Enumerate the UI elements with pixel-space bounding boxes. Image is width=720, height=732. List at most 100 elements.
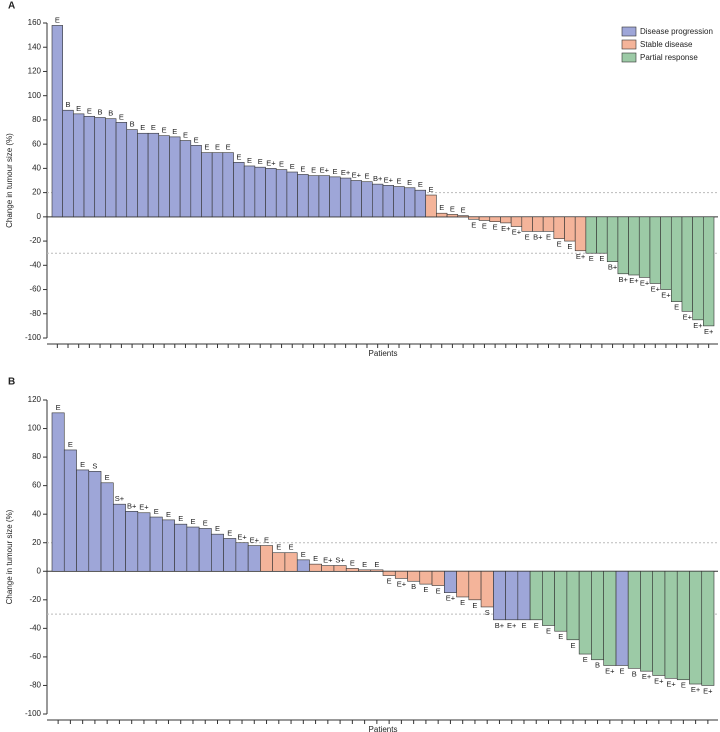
bar xyxy=(382,185,394,218)
bar-label: B+ xyxy=(608,263,618,272)
y-tick-label: 160 xyxy=(28,18,42,27)
bar-label: E xyxy=(558,632,563,641)
y-tick-label: 100 xyxy=(28,91,42,100)
bar xyxy=(275,169,288,218)
bar xyxy=(211,152,224,218)
bar xyxy=(566,570,580,641)
y-tick-label: -100 xyxy=(25,709,42,718)
bar-label: E xyxy=(311,166,316,175)
bar-label: E+ xyxy=(642,672,652,681)
bar-label: E xyxy=(557,240,562,249)
bar xyxy=(272,552,286,572)
bar-label: E xyxy=(461,206,466,215)
bar-label: E xyxy=(227,528,232,537)
bar xyxy=(243,165,256,218)
bar-label: E+ xyxy=(446,594,456,603)
bar-label: E xyxy=(450,204,455,213)
bar-label: E xyxy=(301,550,306,559)
bar-label: E xyxy=(68,440,73,449)
bar xyxy=(578,570,592,655)
bar xyxy=(201,152,213,218)
bar-label: E xyxy=(247,156,252,165)
y-tick-label: -60 xyxy=(29,652,41,661)
bar xyxy=(393,186,405,218)
bar-label: E+ xyxy=(139,503,149,512)
bar xyxy=(542,570,555,626)
bar-label: E xyxy=(583,655,588,664)
y-tick-label: -80 xyxy=(29,681,41,690)
bar xyxy=(260,545,273,572)
bar-label: E xyxy=(460,598,465,607)
bar xyxy=(615,570,629,666)
bar xyxy=(649,216,661,284)
bar xyxy=(370,569,384,572)
bar-label: E+ xyxy=(605,666,615,675)
bar xyxy=(254,166,266,218)
bar-label: E+ xyxy=(576,252,586,261)
bar xyxy=(137,132,149,218)
bar xyxy=(617,216,629,275)
bar xyxy=(670,216,683,302)
bar xyxy=(443,570,457,593)
bar xyxy=(233,162,245,218)
bar xyxy=(456,570,470,598)
bar-label: E+ xyxy=(352,170,362,179)
panel-label: A xyxy=(8,1,15,12)
bar-label: E xyxy=(183,131,188,140)
bar xyxy=(296,559,310,572)
bar xyxy=(115,122,128,218)
bar-label: E xyxy=(546,232,551,241)
bar xyxy=(564,216,576,242)
bar-label: E xyxy=(178,514,183,523)
bar-label: B+ xyxy=(127,501,137,510)
bar xyxy=(628,216,640,276)
bar xyxy=(284,552,298,572)
bar xyxy=(235,542,249,572)
bar xyxy=(591,570,604,661)
bar-label: E+ xyxy=(640,278,650,287)
bar xyxy=(83,115,96,218)
bar xyxy=(431,570,445,586)
bar xyxy=(88,471,102,572)
bar xyxy=(692,216,704,321)
bar-label: E+ xyxy=(250,536,260,545)
legend-label: Stable disease xyxy=(640,40,693,49)
bar-label: E xyxy=(76,104,81,113)
y-tick-label: 20 xyxy=(32,538,41,547)
bar-label: E xyxy=(332,167,337,176)
bar-label: E xyxy=(397,177,402,186)
bar-label: E xyxy=(119,112,124,121)
bar-label: E xyxy=(194,135,199,144)
y-tick-label: 120 xyxy=(28,395,42,404)
bar-label: S+ xyxy=(115,494,125,503)
bar xyxy=(554,570,568,632)
bar-label: E xyxy=(472,601,477,610)
bar-label: E xyxy=(162,126,167,135)
y-tick-label: 20 xyxy=(32,188,41,197)
bar-label: E+ xyxy=(666,679,676,688)
bar-label: E xyxy=(350,558,355,567)
bar-label: E xyxy=(620,666,625,675)
bar xyxy=(62,109,74,218)
bar-label: E xyxy=(55,15,60,24)
bar-label: S xyxy=(92,461,97,470)
legend-label: Disease progression xyxy=(640,27,713,36)
bar-label: E xyxy=(151,123,156,132)
bar-label: E+ xyxy=(266,158,276,167)
y-tick-label: -100 xyxy=(25,333,42,342)
bar xyxy=(606,216,619,262)
bar-label: E xyxy=(203,518,208,527)
bar-label: E+ xyxy=(683,312,693,321)
bar xyxy=(478,216,491,221)
bar-label: E+ xyxy=(501,224,511,233)
bar xyxy=(603,570,617,666)
bar xyxy=(394,570,408,579)
bar-label: E xyxy=(436,587,441,596)
y-tick-label: 40 xyxy=(32,163,41,172)
bar xyxy=(350,180,362,218)
bar xyxy=(468,570,482,601)
bar xyxy=(105,118,117,218)
bar-label: E xyxy=(313,554,318,563)
bar-label: B xyxy=(632,669,637,678)
bar xyxy=(147,132,160,218)
